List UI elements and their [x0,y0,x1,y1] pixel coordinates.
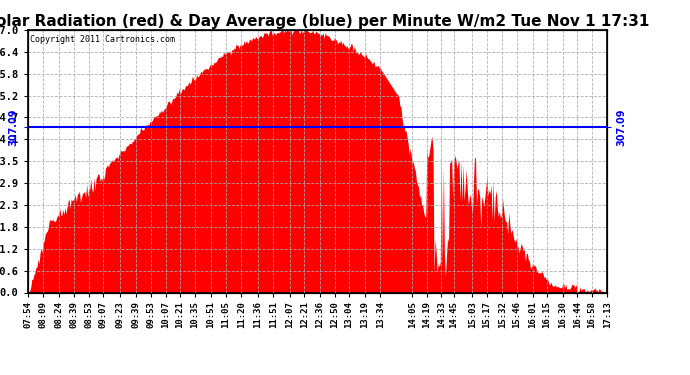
Title: Solar Radiation (red) & Day Average (blue) per Minute W/m2 Tue Nov 1 17:31: Solar Radiation (red) & Day Average (blu… [0,14,649,29]
Text: Copyright 2011 Cartronics.com: Copyright 2011 Cartronics.com [30,35,175,44]
